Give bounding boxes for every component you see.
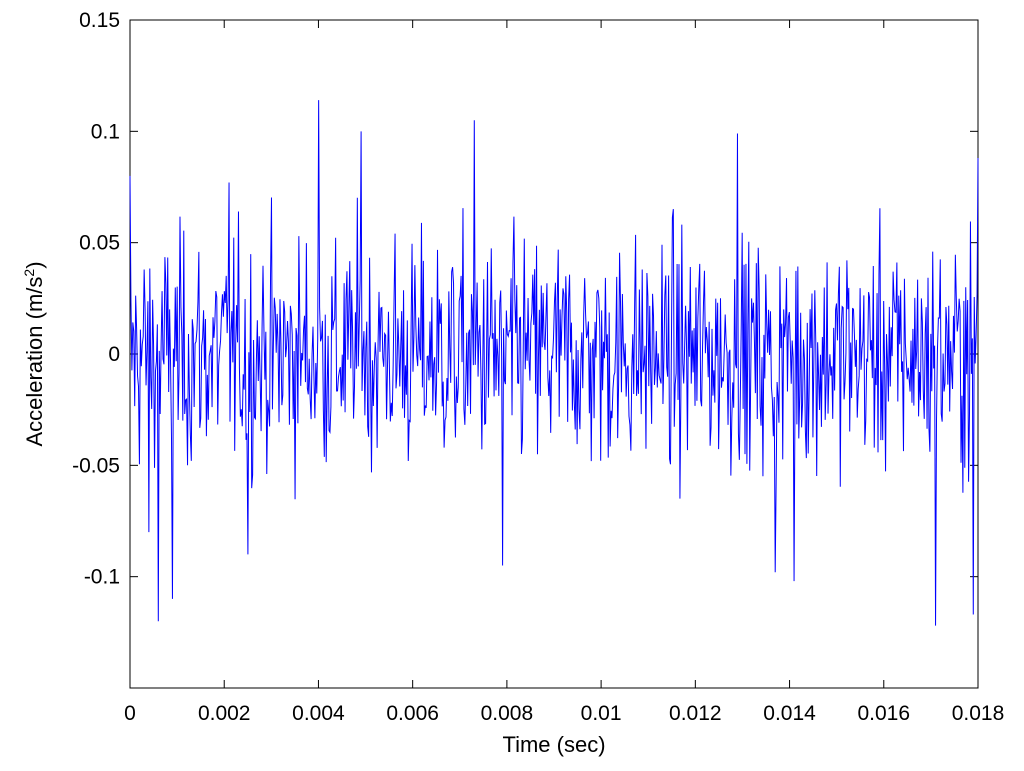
x-tick-label: 0.004 (292, 702, 345, 725)
x-tick-label: 0.012 (669, 702, 722, 725)
x-tick-label: 0.016 (857, 702, 910, 725)
y-tick-label: -0.05 (72, 454, 120, 477)
x-tick-labels: 0 0.002 0.004 0.006 0.008 0.01 0.012 0.014 0.016… (124, 702, 1004, 725)
x-tick-label: 0.002 (198, 702, 251, 725)
plot-area (129, 19, 979, 689)
y-tick-label: 0.15 (79, 9, 120, 32)
x-tick-label: 0.006 (386, 702, 439, 725)
x-tick-label: 0 (124, 702, 136, 725)
y-tick-label: 0.1 (91, 120, 120, 143)
x-tick-label: 0.01 (581, 702, 622, 725)
y-axis-label: Acceleration (m/s2) (21, 261, 47, 446)
x-tick-label: 0.014 (763, 702, 816, 725)
x-tick-label: 0.008 (481, 702, 534, 725)
x-tick-label: 0.018 (952, 702, 1005, 725)
series-line (129, 100, 979, 626)
y-tick-label: 0 (108, 343, 120, 366)
axis-ticks (129, 19, 979, 688)
x-axis-label: Time (sec) (502, 732, 605, 757)
y-tick-labels: 0.15 0.1 0.05 0 -0.05 -0.1 (72, 9, 120, 589)
y-tick-label: 0.05 (79, 232, 120, 255)
y-tick-label: -0.1 (84, 566, 120, 589)
